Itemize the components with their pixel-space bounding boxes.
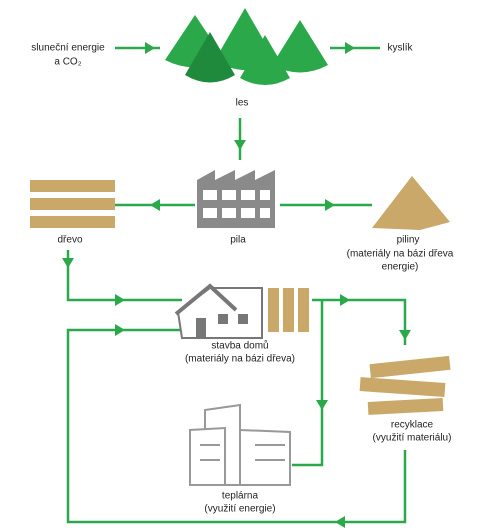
- label: dřevo: [57, 235, 82, 246]
- label: energie): [382, 262, 419, 273]
- label: kyslík: [388, 43, 414, 54]
- label: les: [236, 98, 249, 109]
- label: sluneční energie: [31, 43, 105, 54]
- label: (využití energie): [204, 504, 275, 515]
- diagram: sluneční energie a CO₂ kyslík les dřevo …: [0, 0, 479, 531]
- label: (materiály na bázi dřeva: [347, 249, 454, 260]
- heating-plant-icon: [190, 405, 290, 485]
- forest-icon: [165, 8, 328, 85]
- wood-planks-icon: [30, 180, 115, 228]
- label: (materiály na bázi dřeva): [185, 354, 295, 365]
- label: stavba domů: [211, 340, 268, 352]
- label: teplárna: [222, 491, 259, 502]
- sawmill-icon: [197, 170, 275, 228]
- label: recyklace: [391, 420, 434, 431]
- label: (využití materiálu): [373, 433, 452, 444]
- recycled-wood-icon: [360, 356, 451, 415]
- label: piliny: [397, 235, 420, 246]
- label: a CO₂: [54, 57, 81, 68]
- house-icon: [176, 286, 309, 338]
- sawdust-icon: [372, 176, 450, 230]
- label: pila: [230, 235, 246, 246]
